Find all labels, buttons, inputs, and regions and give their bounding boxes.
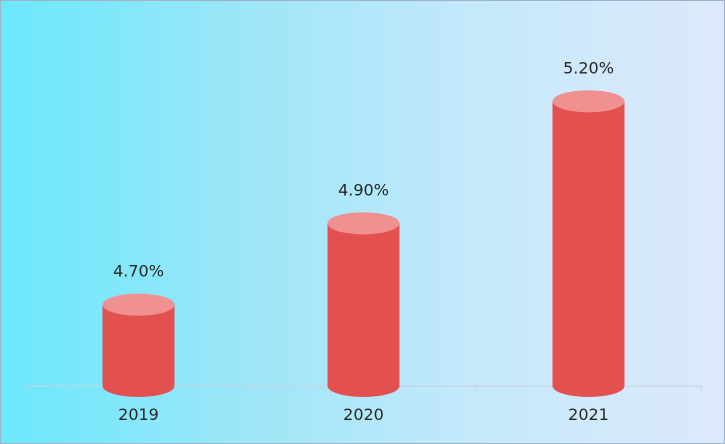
x-tick-label-2020: 2020	[343, 405, 384, 424]
bar-top-2021	[552, 90, 625, 113]
data-label-2020: 4.90%	[338, 180, 389, 199]
bar-top-2019	[102, 293, 175, 316]
data-label-2021: 5.20%	[563, 58, 614, 77]
bar-2020	[327, 223, 400, 397]
bar-top-2020	[327, 212, 400, 235]
x-tick-label-2021: 2021	[568, 405, 609, 424]
bar-2019	[102, 304, 175, 397]
data-label-2019: 4.70%	[113, 262, 164, 281]
bar-2021	[552, 101, 625, 397]
x-tick-label-2019: 2019	[118, 405, 159, 424]
